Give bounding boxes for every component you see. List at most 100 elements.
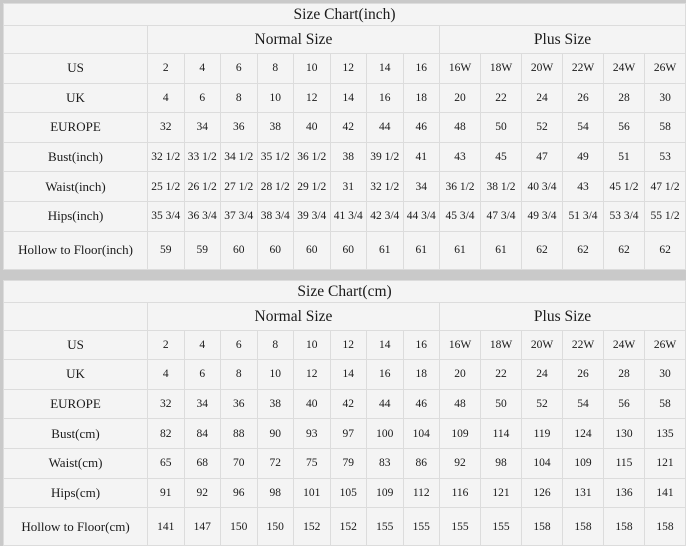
- data-cell: 8: [256, 53, 294, 84]
- table-row: UK 4 6 8 10 12 14 16 18 20 22 24 26 28 30: [3, 359, 686, 390]
- data-cell: 70: [220, 447, 258, 479]
- row-label: Bust(cm): [3, 418, 148, 449]
- table-row: US 2 4 6 8 10 12 14 16 16W 18W 20W 22W 24W 26W: [3, 329, 686, 361]
- data-cell: 109: [439, 418, 481, 449]
- data-cell: 131: [562, 477, 604, 509]
- data-cell: 32 1/2: [366, 171, 404, 202]
- data-cell: 34: [183, 112, 221, 143]
- data-cell: 96: [220, 477, 258, 509]
- row-label: Waist(inch): [3, 171, 148, 202]
- corner-blank-cell: [3, 301, 148, 331]
- data-cell: 51: [603, 141, 645, 173]
- data-cell: 59: [147, 230, 185, 270]
- data-cell: 25 1/2: [147, 171, 185, 202]
- data-cell: 93: [293, 418, 331, 449]
- data-cell: 20: [439, 82, 481, 114]
- data-cell: 141: [643, 477, 686, 509]
- data-cell: 48: [439, 112, 481, 143]
- data-cell: 30: [643, 359, 686, 390]
- data-cell: 114: [480, 418, 522, 449]
- data-cell: 26: [562, 82, 604, 114]
- row-label: EUROPE: [3, 388, 148, 420]
- table-row: Waist(inch) 25 1/2 26 1/2 27 1/2 28 1/2 29 1/…: [3, 171, 686, 202]
- data-cell: 51 3/4: [562, 200, 604, 232]
- data-cell: 10: [293, 329, 331, 361]
- data-cell: 126: [521, 477, 563, 509]
- data-cell: 130: [603, 418, 645, 449]
- data-cell: 121: [480, 477, 522, 509]
- data-cell: 53 3/4: [603, 200, 645, 232]
- row-label: Hips(cm): [3, 477, 148, 509]
- data-cell: 150: [220, 507, 258, 546]
- data-cell: 155: [366, 507, 404, 546]
- data-cell: 150: [256, 507, 294, 546]
- data-cell: 4: [147, 359, 185, 390]
- data-cell: 158: [643, 507, 686, 546]
- data-cell: 44 3/4: [402, 200, 440, 232]
- data-cell: 158: [603, 507, 645, 546]
- data-cell: 49: [562, 141, 604, 173]
- data-cell: 43: [439, 141, 481, 173]
- data-cell: 10: [293, 53, 331, 84]
- data-cell: 91: [147, 477, 185, 509]
- data-cell: 2: [147, 53, 185, 84]
- data-cell: 40: [293, 112, 331, 143]
- data-cell: 109: [366, 477, 404, 509]
- data-cell: 4: [183, 329, 221, 361]
- row-label: Waist(cm): [3, 447, 148, 479]
- table-row: Hips(cm) 91 92 96 98 101 105 109 112 116 121 126 131…: [3, 477, 686, 509]
- row-label: Hips(inch): [3, 200, 148, 232]
- data-cell: 26: [562, 359, 604, 390]
- data-cell: 30: [643, 82, 686, 114]
- data-cell: 112: [402, 477, 440, 509]
- data-cell: 12: [329, 329, 367, 361]
- data-cell: 42: [329, 112, 367, 143]
- data-cell: 2: [147, 329, 185, 361]
- table-row: Bust(inch) 32 1/2 33 1/2 34 1/2 35 1/2 36 1/2…: [3, 141, 686, 173]
- data-cell: 62: [521, 230, 563, 270]
- data-cell: 42 3/4: [366, 200, 404, 232]
- data-cell: 32 1/2: [147, 141, 185, 173]
- data-cell: 31: [329, 171, 367, 202]
- data-cell: 61: [480, 230, 522, 270]
- data-cell: 32: [147, 388, 185, 420]
- data-cell: 22: [480, 82, 522, 114]
- data-cell: 100: [366, 418, 404, 449]
- data-cell: 12: [293, 82, 331, 114]
- data-cell: 8: [220, 359, 258, 390]
- data-cell: 10: [256, 82, 294, 114]
- row-label: UK: [3, 82, 148, 114]
- data-cell: 152: [329, 507, 367, 546]
- data-cell: 36 1/2: [293, 141, 331, 173]
- data-cell: 36: [220, 388, 258, 420]
- data-cell: 53: [643, 141, 686, 173]
- data-cell: 8: [256, 329, 294, 361]
- data-cell: 155: [480, 507, 522, 546]
- data-cell: 98: [480, 447, 522, 479]
- data-cell: 60: [256, 230, 294, 270]
- table-row: Hollow to Floor(inch) 59 59 60 60 60 60 61 61 61 6…: [3, 230, 686, 270]
- data-cell: 33 1/2: [183, 141, 221, 173]
- data-cell: 39 1/2: [366, 141, 404, 173]
- size-chart-tables: Size Chart(inch) Normal Size Plus Size US 2 4…: [2, 3, 686, 546]
- data-cell: 62: [603, 230, 645, 270]
- data-cell: 35 1/2: [256, 141, 294, 173]
- data-cell: 36 1/2: [439, 171, 481, 202]
- data-cell: 147: [183, 507, 221, 546]
- data-cell: 42: [329, 388, 367, 420]
- data-cell: 18W: [480, 53, 522, 84]
- data-cell: 105: [329, 477, 367, 509]
- data-cell: 46: [402, 112, 440, 143]
- chart-title-row: Size Chart(inch): [2, 3, 686, 26]
- data-cell: 26 1/2: [183, 171, 221, 202]
- data-cell: 38: [329, 141, 367, 173]
- row-label: Hollow to Floor(cm): [3, 507, 148, 546]
- data-cell: 37 3/4: [220, 200, 258, 232]
- data-cell: 101: [293, 477, 331, 509]
- data-cell: 45: [480, 141, 522, 173]
- data-cell: 59: [183, 230, 221, 270]
- data-cell: 34 1/2: [220, 141, 258, 173]
- data-cell: 35 3/4: [147, 200, 185, 232]
- data-cell: 24W: [603, 329, 645, 361]
- table-row: EUROPE 32 34 36 38 40 42 44 46 48 50 52 54 56 58: [3, 388, 686, 420]
